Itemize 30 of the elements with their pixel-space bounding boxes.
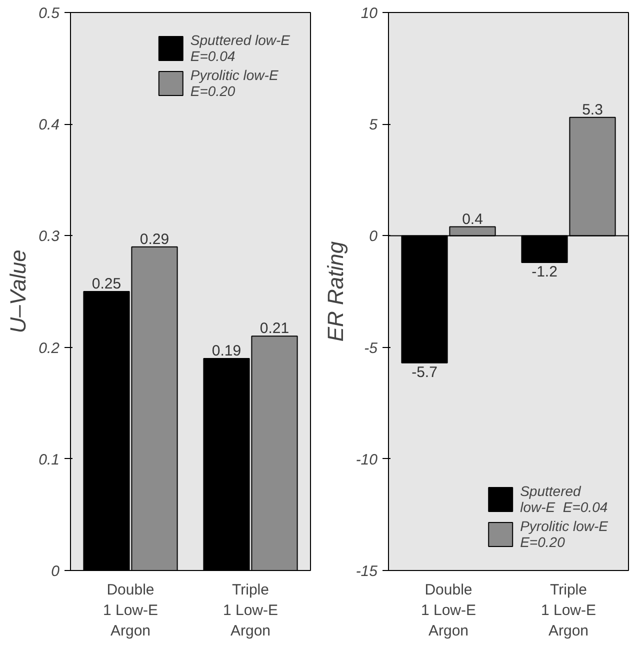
legend-label: Sputtered low-E E=0.04 [190,32,290,64]
x-tick-label: Double 1 Low-E Argon [102,582,158,640]
legend-label: Sputtered low-E E=0.04 [520,483,608,515]
data-label: 0.19 [212,342,242,360]
data-label: 0.29 [140,230,170,248]
data-label: -1.2 [532,263,558,280]
data-label: 0.21 [260,320,290,338]
y-tick-label: 0 [51,563,60,580]
data-label: 0.25 [92,276,122,292]
y-axis-title: U–Value [6,250,31,334]
data-label: 0.4 [462,210,483,228]
y-tick-label: 0.1 [38,451,60,468]
legend-label: Pyrolitic low-E E=0.20 [520,518,608,550]
y-tick-label: 0.2 [38,340,60,357]
y-tick-label: 10 [360,5,378,22]
y-tick-label: -10 [356,451,378,468]
x-tick-label: Triple 1 Low-E Argon [540,582,596,640]
data-label: 5.3 [582,101,603,118]
y-tick-label: -15 [356,563,378,580]
data-label: -5.7 [412,364,438,381]
y-tick-label: 0 [369,228,378,246]
legend-label: Pyrolitic low-E E=0.20 [190,67,278,99]
y-axis-title: ER Rating [322,240,348,342]
y-tick-label: 0.4 [38,116,60,134]
y-tick-label: -5 [364,340,378,357]
y-tick-label: 0.3 [38,228,60,246]
y-tick-label: 5 [369,116,378,134]
y-tick-label: 0.5 [38,5,60,22]
x-tick-label: Triple 1 Low-E Argon [222,582,278,640]
x-tick-label: Double 1 Low-E Argon [420,582,476,640]
